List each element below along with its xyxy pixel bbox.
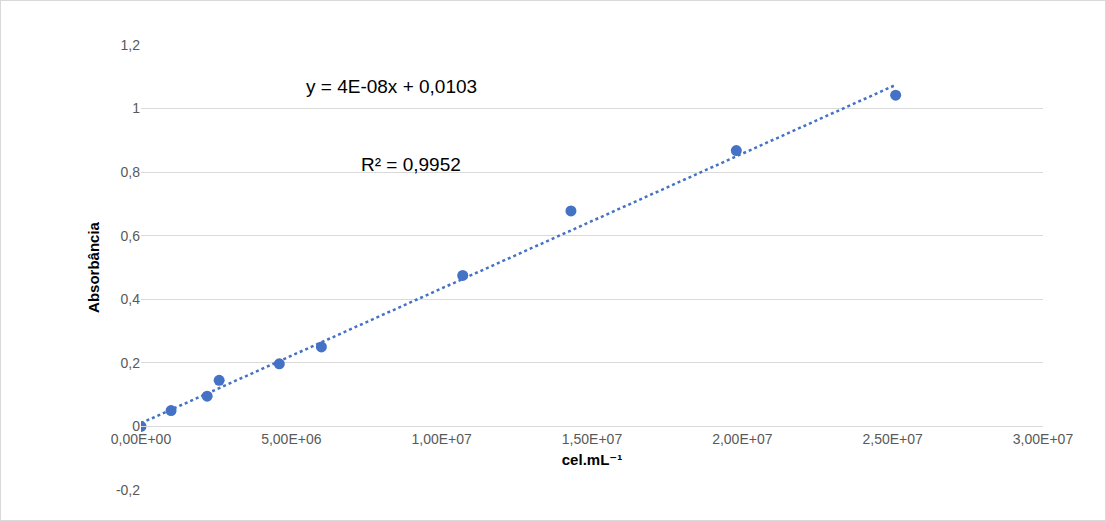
svg-text:R² = 0,9952: R² = 0,9952: [361, 154, 461, 175]
svg-text:1: 1: [132, 100, 140, 116]
svg-text:y = 4E-08x + 0,0103: y = 4E-08x + 0,0103: [306, 76, 477, 97]
svg-text:1,00E+07: 1,00E+07: [411, 431, 472, 447]
svg-text:0,2: 0,2: [121, 355, 141, 371]
svg-text:0,4: 0,4: [121, 291, 141, 307]
svg-text:0,6: 0,6: [121, 228, 141, 244]
svg-text:1,2: 1,2: [121, 37, 141, 53]
svg-text:2,50E+07: 2,50E+07: [862, 431, 923, 447]
svg-text:3,00E+07: 3,00E+07: [1013, 431, 1074, 447]
svg-text:cel.mL⁻¹: cel.mL⁻¹: [562, 451, 622, 468]
svg-text:0,00E+00: 0,00E+00: [111, 431, 172, 447]
svg-text:2,00E+07: 2,00E+07: [712, 431, 773, 447]
svg-text:Absorbância: Absorbância: [85, 221, 102, 313]
svg-text:0: 0: [132, 418, 140, 434]
svg-text:1,50E+07: 1,50E+07: [562, 431, 623, 447]
svg-text:5,00E+06: 5,00E+06: [261, 431, 322, 447]
svg-text:0,8: 0,8: [121, 164, 141, 180]
svg-text:-0,2: -0,2: [116, 482, 140, 498]
